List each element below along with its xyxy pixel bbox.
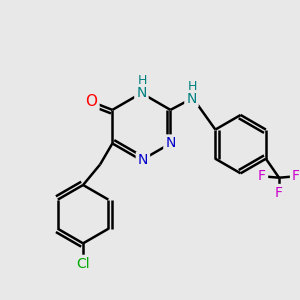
Text: Cl: Cl xyxy=(76,257,90,271)
Text: H: H xyxy=(138,74,147,87)
Text: N: N xyxy=(138,153,148,167)
Text: N: N xyxy=(165,136,176,150)
Text: F: F xyxy=(275,186,283,200)
Text: F: F xyxy=(258,169,266,183)
Text: F: F xyxy=(292,169,300,183)
Text: N: N xyxy=(136,86,147,100)
Text: H: H xyxy=(188,80,197,93)
Text: O: O xyxy=(85,94,98,109)
Text: N: N xyxy=(186,92,197,106)
